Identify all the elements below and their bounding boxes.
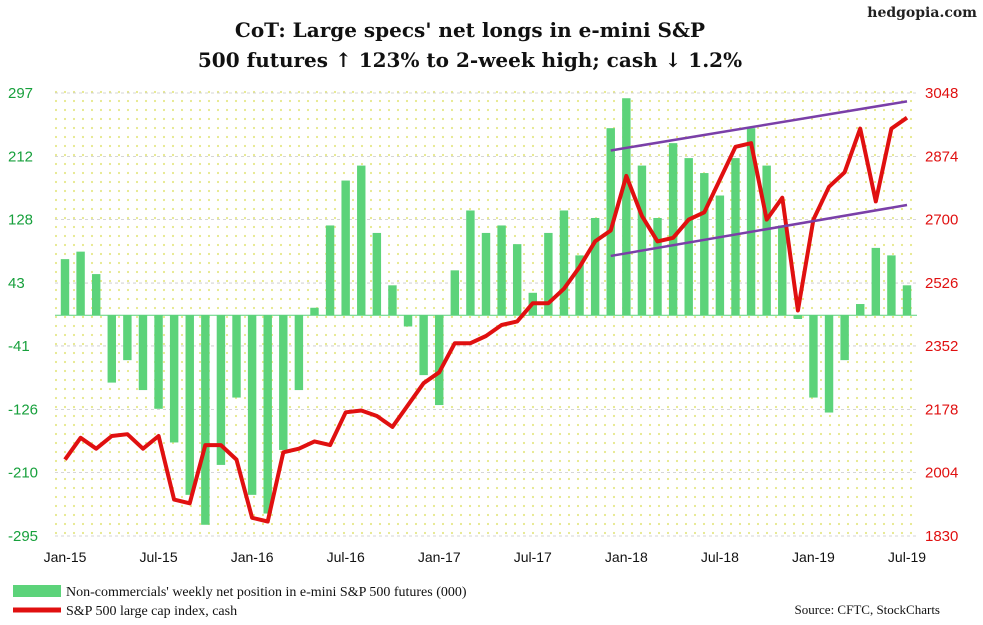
bar-point: [466, 210, 475, 316]
x-tick-label: Jan-16: [231, 549, 274, 565]
bar-point: [856, 304, 865, 316]
bar-point: [123, 315, 132, 361]
source-note: Source: CFTC, StockCharts: [794, 602, 940, 617]
bar-point: [419, 315, 428, 376]
x-tick-label: Jul-18: [701, 549, 739, 565]
bar-point: [232, 315, 241, 398]
x-tick-label: Jul-16: [327, 549, 365, 565]
bar-point: [216, 315, 226, 465]
right-tick-label: 2004: [925, 465, 958, 482]
bar-point: [403, 315, 413, 327]
bar-point: [169, 315, 179, 443]
brand-logo-text: hedgopia.com: [867, 5, 977, 21]
bar-point: [575, 255, 584, 316]
bar-point: [279, 315, 288, 450]
bar-point: [887, 255, 896, 316]
bar-point: [450, 270, 460, 316]
bar-point: [606, 128, 615, 316]
bar-point: [341, 180, 350, 316]
bar-point: [372, 232, 382, 316]
bar-point: [778, 225, 787, 316]
trend-line-lower: [610, 203, 908, 258]
right-tick-label: 1830: [925, 528, 958, 545]
bar-series: [55, 98, 917, 525]
bar-point: [731, 158, 740, 316]
bar-point: [544, 232, 553, 316]
chart-title: CoT: Large specs' net longs in e-mini S&…: [235, 18, 705, 42]
bar-point: [497, 225, 506, 316]
bar-point: [201, 315, 210, 525]
bar-point: [357, 165, 366, 316]
legend-swatch-bars: [13, 585, 61, 597]
sp500-line: [63, 116, 909, 524]
right-tick-label: 2526: [925, 275, 958, 292]
trend-line-upper: [610, 100, 908, 152]
trend-channel: [610, 100, 908, 258]
bar-point: [91, 274, 101, 316]
left-tick-label: 297: [8, 85, 33, 102]
bar-point: [762, 165, 771, 316]
bar-point: [902, 285, 912, 316]
x-tick-label: Jul-17: [514, 549, 552, 565]
right-axis: 3048 2874 2700 2526 2352 2178 2004 1830: [925, 85, 958, 545]
bar-point: [185, 315, 194, 495]
bar-point: [590, 217, 600, 316]
bar-point: [824, 315, 834, 413]
right-tick-label: 3048: [925, 85, 958, 102]
left-tick-label: 128: [8, 211, 33, 228]
bar-point: [512, 244, 522, 316]
x-tick-label: Jul-15: [139, 549, 177, 565]
bar-point: [60, 259, 70, 316]
bar-point: [138, 315, 148, 391]
bar-point: [107, 315, 116, 383]
left-tick-label: 212: [8, 149, 33, 166]
bar-point: [668, 143, 678, 316]
bar-point: [247, 315, 257, 495]
x-axis: Jan-15 Jul-15 Jan-16 Jul-16 Jan-17 Jul-17 Jan-…: [44, 549, 927, 565]
bar-point: [154, 315, 163, 409]
bar-point: [76, 251, 85, 316]
left-tick-label: -210: [8, 464, 38, 481]
left-tick-label: -41: [8, 338, 30, 355]
bar-point: [715, 195, 725, 316]
legend-label-line: S&P 500 large cap index, cash: [66, 604, 237, 619]
bar-point: [653, 217, 662, 316]
x-tick-label: Jan-18: [605, 549, 648, 565]
bar-point: [325, 225, 335, 316]
right-tick-label: 2874: [925, 148, 958, 165]
right-tick-label: 2352: [925, 338, 958, 355]
left-tick-label: 43: [8, 275, 25, 292]
bar-point: [684, 158, 693, 316]
bar-point: [840, 315, 849, 361]
legend-label-bars: Non-commercials' weekly net position in …: [66, 585, 467, 600]
bar-point: [809, 315, 818, 398]
x-tick-label: Jan-19: [792, 549, 835, 565]
line-series: [63, 116, 909, 524]
bar-point: [622, 98, 631, 316]
left-tick-label: -295: [8, 528, 38, 545]
bar-point: [388, 285, 397, 316]
bar-point: [700, 173, 709, 316]
right-tick-label: 2178: [925, 401, 958, 418]
bar-point: [481, 232, 491, 316]
right-tick-label: 2700: [925, 212, 958, 229]
x-tick-label: Jan-15: [44, 549, 87, 565]
left-axis: 297 212 128 43 -41 -126 -210 -295: [8, 85, 38, 545]
x-tick-label: Jan-17: [418, 549, 461, 565]
bar-point: [435, 315, 444, 406]
bar-point: [559, 210, 569, 316]
bar-point: [263, 315, 272, 514]
bar-point: [310, 307, 319, 316]
chart-subtitle: 500 futures ↑ 123% to 2-week high; cash …: [198, 48, 742, 72]
left-tick-label: -126: [8, 402, 38, 419]
bar-point: [637, 165, 647, 316]
bar-point: [294, 315, 304, 391]
bar-point: [793, 315, 803, 319]
bar-point: [746, 128, 756, 316]
bar-point: [871, 247, 881, 316]
x-tick-label: Jul-19: [888, 549, 926, 565]
